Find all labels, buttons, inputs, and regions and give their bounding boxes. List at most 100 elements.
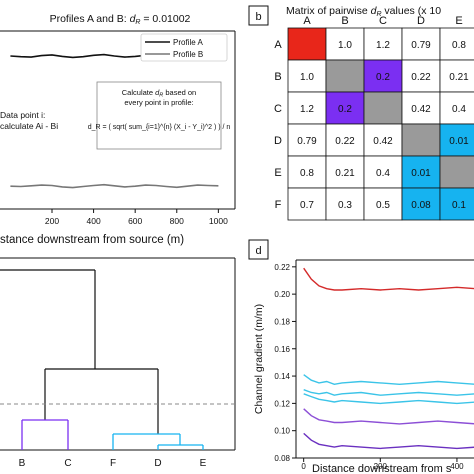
leaf-label-b: B bbox=[19, 458, 26, 469]
matrix-cell-value: 0.42 bbox=[411, 104, 431, 115]
matrix-cell bbox=[439, 155, 474, 189]
matrix-col-label: B bbox=[341, 15, 348, 27]
matrix-cell-value: 0.22 bbox=[335, 136, 355, 147]
y-tick-label: 0.08 bbox=[274, 454, 290, 463]
matrix-cell bbox=[287, 91, 327, 125]
legend-label-profile-a: Profile A bbox=[173, 38, 203, 47]
formula-box: Calculate dR based on every point in pro… bbox=[88, 81, 231, 150]
matrix-cell-value: 0.42 bbox=[373, 136, 393, 147]
data-point-label-2: calculate Ai - Bi bbox=[0, 121, 58, 131]
matrix-cell-value: 0.5 bbox=[376, 200, 390, 211]
leaf-label-d: D bbox=[154, 458, 161, 469]
matrix-cell bbox=[363, 27, 403, 61]
panel-d-label: d bbox=[255, 245, 261, 257]
legend-label-profile-b: Profile B bbox=[173, 50, 203, 59]
x-tick-label: 400 bbox=[450, 462, 464, 471]
gradient-line bbox=[303, 374, 474, 386]
y-tick-label: 0.12 bbox=[274, 399, 290, 408]
panel-d-x-ticks: 0 200 400 bbox=[301, 458, 464, 471]
panel-d-xlabel: Distance downstream from s bbox=[312, 463, 452, 474]
panel-c: B C F D E bbox=[0, 257, 236, 469]
matrix-cell bbox=[363, 59, 403, 93]
matrix-cell-value: 1.2 bbox=[300, 104, 314, 115]
matrix-cell-value: 1.2 bbox=[376, 40, 390, 51]
matrix-cell-value: 0.3 bbox=[338, 200, 352, 211]
panel-a-x-ticks: 200 400 600 800 1000 bbox=[45, 209, 228, 226]
matrix-cell bbox=[363, 123, 403, 157]
gradient-line bbox=[303, 267, 474, 291]
gradient-line bbox=[303, 393, 474, 405]
matrix-cell bbox=[287, 187, 327, 221]
panel-d-y-ticks: 0.08 0.10 0.12 0.14 0.16 0.18 0.20 0.22 bbox=[274, 263, 296, 463]
leaf-label-e: E bbox=[200, 458, 207, 469]
gradient-line bbox=[303, 389, 474, 396]
panel-b-title: Matrix of pairwise dR values (x 10 bbox=[286, 5, 441, 18]
y-tick-label: 0.20 bbox=[274, 290, 290, 299]
panel-d-ylabel: Channel gradient (m/m) bbox=[253, 304, 265, 414]
leaf-label-c: C bbox=[64, 458, 71, 469]
matrix-row-label: A bbox=[274, 39, 282, 51]
matrix-col-label: D bbox=[417, 15, 425, 27]
y-tick-label: 0.16 bbox=[274, 345, 290, 354]
matrix-cell bbox=[439, 123, 474, 157]
y-tick-label: 0.22 bbox=[274, 263, 290, 272]
formula-box-line1: Calculate dR based on bbox=[122, 88, 196, 99]
matrix-cell-value: 0.4 bbox=[376, 168, 390, 179]
matrix-cell-value: 0.08 bbox=[411, 200, 431, 211]
matrix-col-label: C bbox=[379, 15, 387, 27]
matrix-cell bbox=[363, 91, 403, 125]
matrix-cell-value: 0.22 bbox=[411, 72, 431, 83]
panel-a-legend: Profile A Profile B bbox=[140, 33, 228, 62]
matrix-cell-value: 0.01 bbox=[411, 168, 431, 179]
matrix-cell bbox=[325, 59, 365, 93]
matrix-cell-value: 0.8 bbox=[452, 40, 466, 51]
matrix-cell bbox=[363, 155, 403, 189]
panel-d-series bbox=[303, 267, 474, 450]
matrix-row-label: F bbox=[275, 199, 282, 211]
formula: d_R = ( sqrt( sum_{i=1}^{n} (X_i - Y_i)^… bbox=[88, 124, 231, 131]
x-tick-label: 0 bbox=[301, 462, 306, 471]
panel-d: d 0.08 0.10 0.12 0.14 0.16 0.18 0.20 0.22 0 200 4… bbox=[248, 239, 474, 474]
matrix-cell bbox=[401, 187, 441, 221]
matrix-col-label: E bbox=[455, 15, 462, 27]
panel-b-label: b bbox=[255, 11, 261, 23]
matrix-cell bbox=[287, 155, 327, 189]
x-tick-label: 400 bbox=[86, 216, 100, 226]
gradient-line bbox=[303, 432, 474, 450]
matrix-col-label: A bbox=[303, 15, 311, 27]
matrix-cell-value: 0.21 bbox=[449, 72, 469, 83]
matrix-cell bbox=[439, 27, 474, 61]
matrix-cell-value: 0.01 bbox=[449, 136, 469, 147]
matrix-cell bbox=[287, 27, 327, 61]
x-tick-label: 600 bbox=[128, 216, 142, 226]
matrix-cell bbox=[401, 123, 441, 157]
matrix-cell-value: 0.79 bbox=[297, 136, 317, 147]
matrix-cell bbox=[325, 123, 365, 157]
matrix-cell-value: 1.0 bbox=[300, 72, 314, 83]
matrix-cell-value: 0.7 bbox=[300, 200, 314, 211]
matrix-row-label: D bbox=[274, 135, 282, 147]
x-tick-label: 800 bbox=[170, 216, 184, 226]
matrix-cell-value: 1.0 bbox=[338, 40, 352, 51]
gradient-line bbox=[303, 408, 474, 425]
x-tick-label: 1000 bbox=[209, 216, 228, 226]
y-tick-label: 0.14 bbox=[274, 372, 290, 381]
panel-a-title: Profiles A and B: dR = 0.01002 bbox=[50, 13, 191, 26]
x-tick-label: 200 bbox=[374, 462, 388, 471]
y-tick-label: 0.10 bbox=[274, 427, 290, 436]
panel-a-xlabel: stance downstream from source (m) bbox=[0, 234, 184, 246]
formula-box-line2: every point in profile: bbox=[124, 98, 193, 107]
matrix-cell bbox=[287, 123, 327, 157]
matrix-cell bbox=[363, 187, 403, 221]
matrix-cell-value: 0.2 bbox=[338, 104, 352, 115]
dendrogram-leaf-labels: B C F D E bbox=[19, 458, 207, 469]
matrix-cell-value: 0.8 bbox=[300, 168, 314, 179]
data-point-label-1: Data point i: bbox=[0, 110, 45, 120]
matrix-cell bbox=[401, 27, 441, 61]
matrix-row-label: E bbox=[274, 167, 281, 179]
panel-d-label-box bbox=[248, 239, 269, 260]
matrix-grid: ABCDEFABCDEF1.01.20.790.80.71.00.20.220.… bbox=[274, 15, 474, 221]
matrix-cell-value: 0.21 bbox=[335, 168, 355, 179]
panel-b: b Matrix of pairwise dR values (x 10 A B C… bbox=[248, 5, 474, 221]
